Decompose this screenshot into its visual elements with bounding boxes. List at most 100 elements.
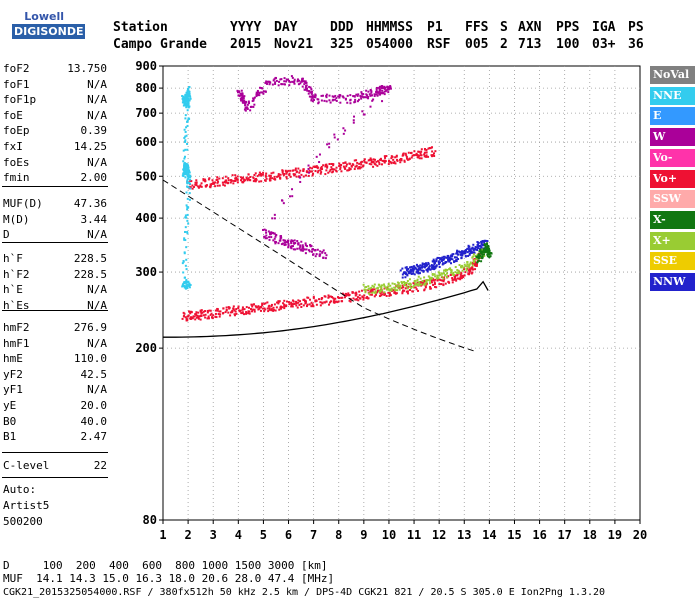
echo-dot	[185, 258, 188, 261]
footer-muf-line: MUF 14.1 14.3 15.0 16.3 18.0 20.6 28.0 4…	[3, 572, 335, 585]
param-value: N/A	[87, 93, 107, 107]
echo-dot	[184, 164, 187, 167]
echo-dot	[312, 98, 315, 101]
echo-dot	[255, 306, 258, 309]
echo-dot	[441, 263, 444, 266]
param-value: 20.0	[80, 399, 108, 412]
echo-dot	[195, 314, 198, 317]
echo-dot	[349, 102, 352, 105]
echo-dot	[416, 156, 419, 159]
echo-dot	[192, 185, 195, 188]
echo-dot	[435, 265, 438, 268]
echo-dot	[380, 284, 383, 287]
echo-dot	[387, 91, 390, 94]
echo-dot	[383, 87, 386, 90]
echo-dot	[295, 300, 298, 303]
echo-dot	[189, 186, 192, 189]
echo-dot	[318, 253, 321, 256]
echo-dot	[434, 275, 437, 278]
x-tick-label: 5	[260, 528, 267, 542]
echo-dot	[379, 290, 382, 293]
echo-dot	[448, 258, 451, 261]
echo-dot	[325, 100, 328, 103]
echo-dot	[369, 105, 372, 108]
echo-dot	[362, 93, 365, 96]
echo-dot	[195, 311, 198, 314]
echo-dot	[183, 285, 186, 288]
echo-dot	[200, 185, 203, 188]
echo-dot	[389, 160, 392, 163]
echo-dot	[368, 158, 371, 161]
echo-dot	[482, 248, 485, 251]
legend-nnw: NNW	[650, 273, 695, 291]
echo-dot	[479, 250, 482, 253]
echo-dot	[370, 293, 373, 296]
echo-dot	[402, 271, 405, 274]
echo-dot	[297, 242, 300, 245]
echo-dot	[397, 282, 400, 285]
echo-dot	[420, 269, 423, 272]
echo-dot	[320, 94, 323, 97]
echo-dot	[417, 268, 420, 271]
echo-dot	[275, 79, 278, 82]
x-tick-label: 14	[482, 528, 496, 542]
echo-dot	[184, 239, 187, 242]
echo-dot	[410, 156, 413, 159]
echo-dot	[324, 252, 327, 255]
echo-dot	[479, 248, 482, 251]
echo-dot	[375, 287, 378, 290]
param-hmf2: hmF2 276.9	[3, 321, 107, 335]
echo-dot	[293, 80, 296, 83]
echo-dot	[439, 261, 442, 264]
echo-dot	[330, 166, 333, 169]
echo-dot	[184, 276, 187, 279]
echo-dot	[246, 106, 249, 109]
echo-dot	[387, 283, 390, 286]
y-tick-label: 800	[135, 81, 157, 95]
echo-dot	[187, 171, 190, 174]
param-fmin: fmin 2.00	[3, 171, 107, 185]
echo-dot	[268, 83, 271, 86]
echo-dot	[332, 297, 335, 300]
echo-dot	[354, 298, 357, 301]
echo-dot	[478, 250, 481, 253]
echo-dot	[291, 76, 294, 79]
echo-dot	[297, 83, 300, 86]
echo-dot	[287, 169, 290, 172]
echo-dot	[289, 175, 292, 178]
echo-dot	[448, 260, 451, 263]
echo-dot	[263, 307, 266, 310]
echo-dot	[380, 163, 383, 166]
echo-dot	[333, 300, 336, 303]
echo-dot	[278, 80, 281, 83]
echo-dot	[312, 165, 315, 168]
echo-dot	[399, 269, 402, 272]
echo-dot	[336, 301, 339, 304]
echo-dot	[187, 97, 190, 100]
echo-dot	[342, 127, 345, 130]
param-value: 2.47	[80, 430, 108, 444]
echo-dot	[425, 265, 428, 268]
param-name: h`F	[3, 252, 23, 265]
echo-dot	[369, 88, 372, 91]
echo-dot	[236, 175, 239, 178]
echo-dot	[372, 98, 375, 101]
echo-dot	[447, 258, 450, 261]
echo-dot	[311, 304, 314, 307]
echo-dot	[188, 90, 191, 93]
echo-dot	[355, 93, 358, 96]
echo-dot	[431, 150, 434, 153]
echo-dot	[443, 269, 446, 272]
echo-dot	[189, 312, 192, 315]
echo-dot	[483, 253, 486, 256]
echo-dot	[311, 96, 314, 99]
echo-dot	[447, 275, 450, 278]
echo-dot	[281, 171, 284, 174]
echo-dot	[459, 276, 462, 279]
echo-dot	[186, 143, 189, 146]
echo-dot	[469, 250, 472, 253]
echo-dot	[339, 166, 342, 169]
echo-dot	[403, 281, 406, 284]
echo-dot	[438, 272, 441, 275]
param-h-e: h`E N/A	[3, 283, 107, 297]
